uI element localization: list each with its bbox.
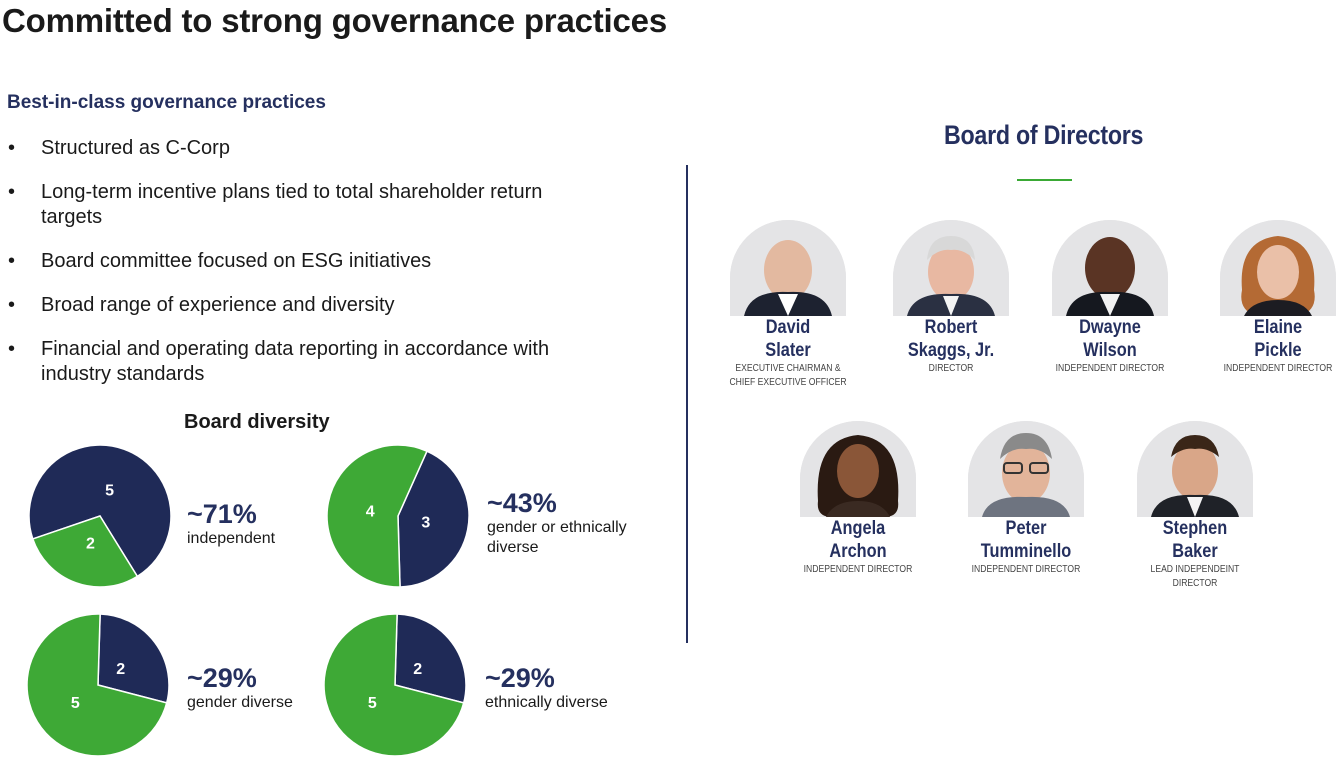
director-last-name: Pickle xyxy=(1254,340,1302,361)
director-role: LEAD INDEPENDEINT DIRECTOR xyxy=(1150,564,1240,589)
stat-label: gender diverse xyxy=(187,694,293,711)
bullet-glyph: • xyxy=(8,181,16,203)
pie-gender-or-ethnic: 34 xyxy=(326,444,470,588)
stat-percent: ~71% xyxy=(187,499,257,529)
director-photo xyxy=(968,421,1084,517)
director-first-name: David xyxy=(765,317,811,338)
pie-slice xyxy=(97,613,170,704)
stat-ethnic: ~29% ethnically diverse xyxy=(485,663,625,713)
board-title: Board of Directors xyxy=(944,120,1144,150)
director-card: David Slater EXECUTIVE CHAIRMAN & CHIEF … xyxy=(703,220,873,390)
pie-slice-label: 2 xyxy=(116,661,125,678)
pie-slice xyxy=(394,613,467,704)
director-last-name: Skaggs, Jr. xyxy=(907,340,995,361)
director-first-name: Stephen xyxy=(1162,518,1228,539)
governance-bullet-list: • Structured as C-Corp • Long-term incenti… xyxy=(0,136,640,406)
pie-slice-label: 5 xyxy=(105,482,114,499)
director-photo xyxy=(1137,421,1253,517)
stat-gender-or-ethnic: ~43% gender or ethnically diverse xyxy=(487,488,627,558)
section-subheading: Best-in-class governance practices xyxy=(7,92,326,113)
director-last-name: Archon xyxy=(829,541,887,562)
stat-label: independent xyxy=(187,530,276,547)
stat-percent: ~29% xyxy=(187,663,257,693)
director-last-name: Tumminello xyxy=(980,541,1072,562)
pie-slice xyxy=(28,444,172,578)
pie-slice xyxy=(31,515,139,588)
pie-slice xyxy=(397,450,470,588)
bullet-text: Board committee focused on ESG initiativ… xyxy=(41,250,432,272)
title-underline xyxy=(1017,179,1072,181)
bullet-item: • Financial and operating data reporting … xyxy=(0,337,601,387)
bullet-text: Broad range of experience and diversity xyxy=(41,294,395,316)
director-card: Peter Tumminello INDEPENDENT DIRECTOR xyxy=(941,421,1111,577)
director-photo xyxy=(1052,220,1168,316)
director-card: Angela Archon INDEPENDENT DIRECTOR xyxy=(773,421,943,577)
pie-gender: 25 xyxy=(26,613,170,757)
stat-percent: ~43% xyxy=(487,488,557,518)
pie-slice xyxy=(326,444,428,588)
director-first-name: Robert xyxy=(924,317,978,338)
director-last-name: Wilson xyxy=(1083,340,1137,361)
director-last-name: Baker xyxy=(1172,541,1218,562)
pie-slice-label: 2 xyxy=(86,536,95,553)
director-first-name: Dwayne xyxy=(1079,317,1141,338)
director-card: Stephen Baker LEAD INDEPENDEINT DIRECTOR xyxy=(1110,421,1280,591)
director-card: Dwayne Wilson INDEPENDENT DIRECTOR xyxy=(1025,220,1195,376)
director-role: DIRECTOR xyxy=(928,363,974,374)
bullet-text: Financial and operating data reporting i… xyxy=(41,338,550,385)
page-title: Committed to strong governance practices xyxy=(2,2,667,39)
bullet-text: Structured as C-Corp xyxy=(41,137,230,159)
pie-ethnic: 25 xyxy=(323,613,467,757)
stat-gender: ~29% gender diverse xyxy=(187,663,317,713)
column-divider xyxy=(686,165,688,643)
bullet-text: Long-term incentive plans tied to total … xyxy=(41,181,543,228)
bullet-glyph: • xyxy=(8,338,16,360)
director-role: INDEPENDENT DIRECTOR xyxy=(803,564,913,575)
director-first-name: Elaine xyxy=(1253,317,1303,338)
bullet-glyph: • xyxy=(8,294,16,316)
director-first-name: Peter xyxy=(1005,518,1047,539)
stat-percent: ~29% xyxy=(485,663,555,693)
director-photo xyxy=(1220,220,1336,316)
bullet-glyph: • xyxy=(8,137,16,159)
stat-independent: ~71% independent xyxy=(187,499,307,549)
pie-slice xyxy=(26,613,168,757)
director-role: INDEPENDENT DIRECTOR xyxy=(1055,363,1165,374)
pie-slice-label: 5 xyxy=(368,695,377,712)
pie-slice-label: 2 xyxy=(413,661,422,678)
pie-independent: 52 xyxy=(28,444,172,588)
bullet-glyph: • xyxy=(8,250,16,272)
stat-label: ethnically diverse xyxy=(485,694,608,711)
director-role: INDEPENDENT DIRECTOR xyxy=(1223,363,1333,374)
director-card: Robert Skaggs, Jr. DIRECTOR xyxy=(866,220,1036,376)
pie-slice-label: 5 xyxy=(71,695,80,712)
director-role: INDEPENDENT DIRECTOR xyxy=(971,564,1081,575)
bullet-item: • Structured as C-Corp xyxy=(0,136,601,161)
pie-slice-label: 4 xyxy=(366,503,375,520)
director-role: EXECUTIVE CHAIRMAN & CHIEF EXECUTIVE OFF… xyxy=(729,363,847,388)
bullet-item: • Board committee focused on ESG initiati… xyxy=(0,249,601,274)
director-photo xyxy=(893,220,1009,316)
director-last-name: Slater xyxy=(765,340,811,361)
director-photo xyxy=(800,421,916,517)
bullet-item: • Long-term incentive plans tied to total… xyxy=(0,180,601,230)
pie-slice xyxy=(323,613,465,757)
director-card: Elaine Pickle INDEPENDENT DIRECTOR xyxy=(1193,220,1336,376)
director-first-name: Angela xyxy=(830,518,886,539)
stat-label: gender or ethnically diverse xyxy=(487,519,627,556)
pie-slice-label: 3 xyxy=(421,515,430,532)
bullet-item: • Broad range of experience and diversity xyxy=(0,293,601,318)
director-photo xyxy=(730,220,846,316)
board-diversity-title: Board diversity xyxy=(184,411,330,433)
